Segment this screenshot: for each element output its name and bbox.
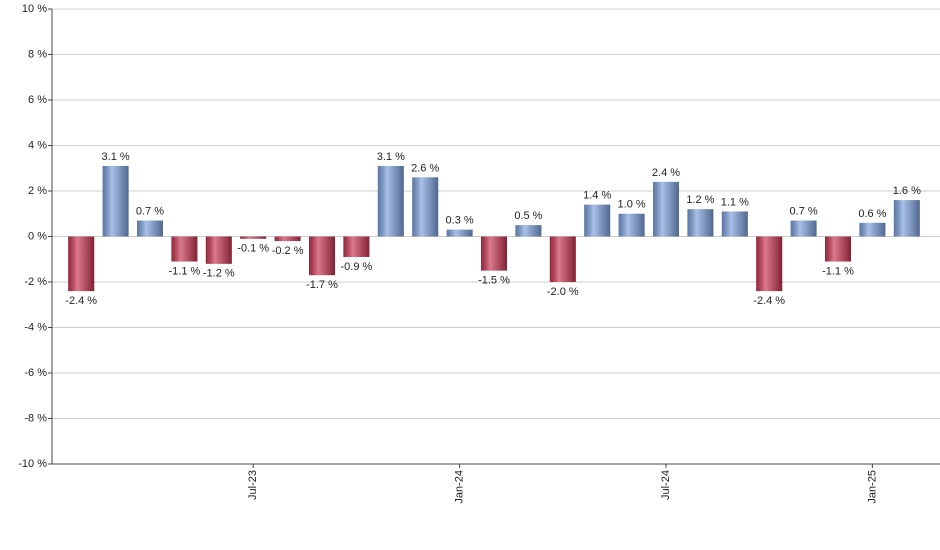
value-label: -0.9 % [341, 261, 373, 273]
bar-shade [893, 200, 920, 237]
value-label: 1.6 % [893, 185, 921, 197]
value-label: 0.7 % [790, 205, 818, 217]
bar-shade [859, 222, 886, 237]
bar-shade [240, 236, 267, 239]
y-tick-label: -6 % [24, 367, 47, 379]
y-tick-label: 0 % [28, 230, 47, 242]
bar-shade [481, 236, 507, 271]
y-tick-label: 10 % [22, 3, 47, 15]
bar-shade [309, 236, 335, 276]
value-label: -1.1 % [169, 265, 201, 277]
bar-shade [618, 213, 645, 237]
bar-shade [171, 236, 198, 262]
x-tick-label: Jan-24 [454, 470, 466, 504]
y-tick-label: 6 % [28, 94, 47, 106]
bar-shade [343, 236, 370, 257]
x-tick-label: Jan-25 [866, 470, 878, 504]
bar-shade [721, 211, 748, 237]
value-label: -0.1 % [237, 243, 269, 255]
value-label: -1.1 % [822, 265, 854, 277]
bar-shade [790, 220, 817, 237]
bar-shade [584, 204, 611, 237]
value-label: 0.5 % [514, 210, 542, 222]
bar-shade [377, 165, 404, 237]
bar-shade [549, 236, 576, 282]
value-label: 0.3 % [446, 215, 474, 227]
y-tick-label: -4 % [24, 321, 47, 333]
value-label: 2.6 % [411, 162, 439, 174]
y-tick-label: -10 % [18, 458, 47, 470]
bar-shade [515, 225, 542, 237]
y-tick-label: 8 % [28, 48, 47, 60]
bar-shade [653, 181, 679, 237]
value-label: 1.4 % [583, 190, 611, 202]
value-label: 3.1 % [102, 151, 130, 163]
value-label: -2.4 % [753, 295, 785, 307]
value-label: 2.4 % [652, 167, 680, 179]
value-label: 1.2 % [686, 194, 714, 206]
value-label: -2.0 % [547, 286, 579, 298]
y-tick-label: 4 % [28, 139, 47, 151]
value-label: 0.7 % [136, 205, 164, 217]
bar-shade [446, 229, 473, 237]
value-label: -1.7 % [306, 279, 338, 291]
value-label: -1.2 % [203, 268, 235, 280]
bar-shade [756, 236, 783, 292]
value-label: 3.1 % [377, 151, 405, 163]
bar-shade [68, 236, 95, 292]
y-tick-label: 2 % [28, 185, 47, 197]
value-label: 1.0 % [618, 199, 646, 211]
bar-shade [205, 236, 232, 264]
bar-shade [687, 209, 714, 237]
value-label: -2.4 % [65, 295, 97, 307]
value-label: -0.2 % [272, 245, 304, 257]
x-tick-label: Jul-24 [660, 470, 672, 500]
bar-shade [102, 165, 129, 237]
value-label: -1.5 % [478, 275, 510, 287]
y-tick-label: -2 % [24, 276, 47, 288]
y-tick-label: -8 % [24, 412, 47, 424]
value-label: 0.6 % [858, 208, 886, 220]
bar-shade [274, 236, 301, 242]
x-tick-label: Jul-23 [247, 470, 259, 500]
bar-shade [412, 177, 439, 237]
bar-shade [137, 220, 163, 237]
value-label: 1.1 % [721, 196, 749, 208]
bar-shade [825, 236, 851, 262]
